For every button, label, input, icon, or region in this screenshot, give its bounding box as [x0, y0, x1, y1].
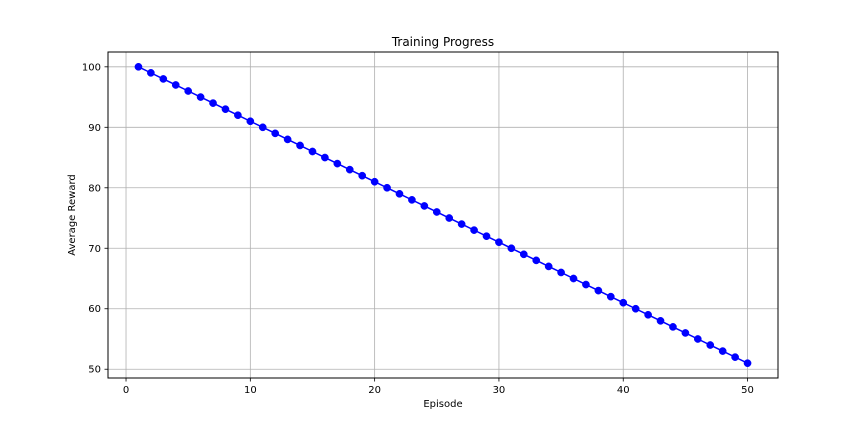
data-point	[656, 316, 665, 325]
data-point	[171, 81, 180, 89]
data-point	[147, 69, 155, 77]
data-point	[408, 196, 416, 204]
data-point	[507, 244, 516, 253]
data-point	[557, 268, 565, 277]
data-point	[445, 214, 454, 222]
data-point	[718, 347, 727, 355]
x-tick-label: 50	[741, 385, 754, 396]
data-point	[743, 359, 752, 368]
chart-title: Training Progress	[391, 35, 494, 49]
data-point	[283, 135, 292, 144]
data-point	[495, 238, 503, 247]
data-point	[582, 280, 590, 289]
x-axis-label: Episode	[423, 399, 462, 410]
y-tick-label: 90	[88, 123, 101, 134]
data-point	[296, 141, 304, 150]
data-point	[271, 129, 280, 138]
data-point	[619, 298, 628, 307]
data-point	[246, 117, 255, 126]
data-point	[333, 159, 342, 168]
x-tick-label: 40	[617, 385, 630, 396]
data-point	[731, 353, 739, 361]
data-point	[669, 323, 677, 331]
y-tick-label: 60	[88, 304, 101, 315]
y-tick-label: 100	[82, 62, 101, 73]
data-point	[569, 274, 578, 283]
data-point	[321, 153, 329, 162]
data-point	[370, 177, 379, 186]
data-point	[693, 335, 702, 343]
data-point	[706, 341, 715, 349]
data-point	[482, 232, 491, 241]
data-point	[209, 99, 217, 107]
x-tick-label: 20	[368, 385, 381, 396]
data-point	[532, 256, 541, 265]
data-point	[159, 75, 168, 83]
series-layer	[134, 62, 752, 368]
data-point	[345, 165, 354, 174]
data-point	[631, 304, 640, 313]
x-tick-label: 10	[244, 385, 257, 396]
y-axis-label: Average Reward	[67, 174, 78, 255]
data-point	[470, 226, 478, 234]
data-point	[681, 329, 690, 337]
data-point	[358, 171, 367, 180]
axis-ticks: 0 10 20 30 40 50 50 60 70 80 90 100	[82, 62, 754, 396]
series-line	[138, 66, 748, 364]
data-point	[395, 189, 404, 198]
y-tick-label: 80	[88, 183, 101, 194]
data-point	[594, 286, 603, 295]
data-point	[196, 93, 205, 101]
data-point	[383, 183, 391, 192]
data-point	[134, 62, 143, 71]
data-point	[234, 111, 242, 120]
data-point	[606, 292, 615, 301]
x-tick-label: 30	[493, 385, 506, 396]
grid-lines	[108, 52, 778, 378]
data-point	[432, 208, 441, 216]
data-point	[457, 220, 466, 228]
plot-frame	[107, 51, 779, 379]
x-tick-label: 0	[123, 385, 129, 396]
data-point	[258, 123, 267, 132]
data-point	[221, 105, 230, 114]
data-point	[184, 87, 193, 95]
data-point	[420, 202, 429, 210]
y-tick-label: 50	[88, 365, 101, 376]
data-point	[544, 262, 553, 271]
data-point	[308, 147, 317, 156]
data-point	[519, 250, 528, 259]
data-point	[644, 310, 652, 319]
y-tick-label: 70	[88, 244, 101, 255]
